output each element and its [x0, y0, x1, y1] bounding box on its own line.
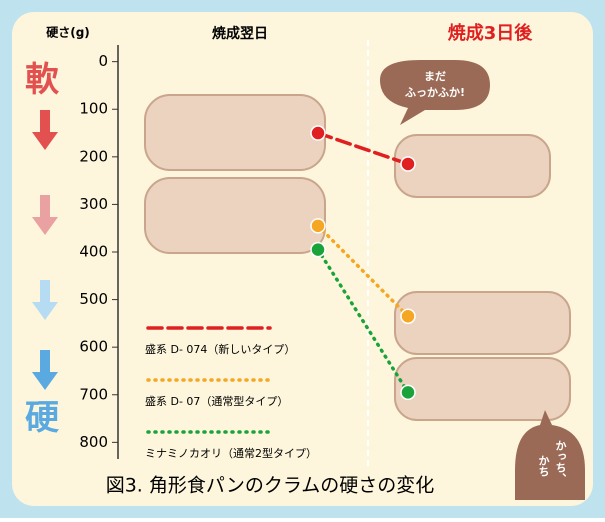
y-tick-label: 300	[79, 195, 108, 213]
bubble-hard	[515, 410, 585, 500]
y-axis-label: 硬さ(g)	[46, 26, 90, 40]
y-tick-label: 400	[79, 243, 108, 261]
point	[400, 384, 416, 401]
soft-label: 軟	[25, 60, 60, 100]
y-tick-label: 700	[79, 385, 108, 403]
hard-label: 硬	[25, 398, 59, 438]
bubble-text: ふっかふか!	[405, 86, 465, 99]
legend-label: 盛系 D- 07（通常型タイプ）	[145, 394, 288, 408]
point	[310, 218, 326, 234]
series-line	[316, 224, 410, 318]
legend-label: 盛系 D- 074（新しいタイプ）	[145, 342, 295, 356]
y-tick-label: 800	[79, 433, 108, 451]
bubble-fresh	[380, 60, 490, 125]
series-line	[316, 247, 410, 395]
point	[310, 125, 326, 141]
bread-illustrations	[144, 94, 571, 421]
y-tick-label: 0	[98, 52, 108, 70]
arrow	[32, 350, 58, 390]
arrow	[32, 195, 58, 235]
category-label: 焼成3日後	[448, 22, 534, 44]
bubble-text: まだ	[424, 70, 446, 83]
arrow	[32, 110, 58, 150]
y-tick-label: 500	[79, 290, 108, 308]
y-tick-label: 600	[79, 338, 108, 356]
chart-title: 図3. 角形食パンのクラムの硬さの変化	[106, 475, 435, 497]
bubble-text: かっち、	[554, 440, 567, 484]
point	[400, 308, 416, 324]
y-tick-label: 100	[79, 100, 108, 118]
series-line	[316, 131, 410, 166]
arrow	[32, 280, 58, 320]
y-tick-label: 200	[79, 147, 108, 165]
point	[310, 241, 326, 258]
legend-label: ミナミノカオリ（通常2型タイプ）	[145, 446, 317, 460]
category-label: 焼成翌日	[212, 25, 268, 42]
bubble-text: かち	[537, 455, 550, 477]
point	[400, 156, 416, 172]
